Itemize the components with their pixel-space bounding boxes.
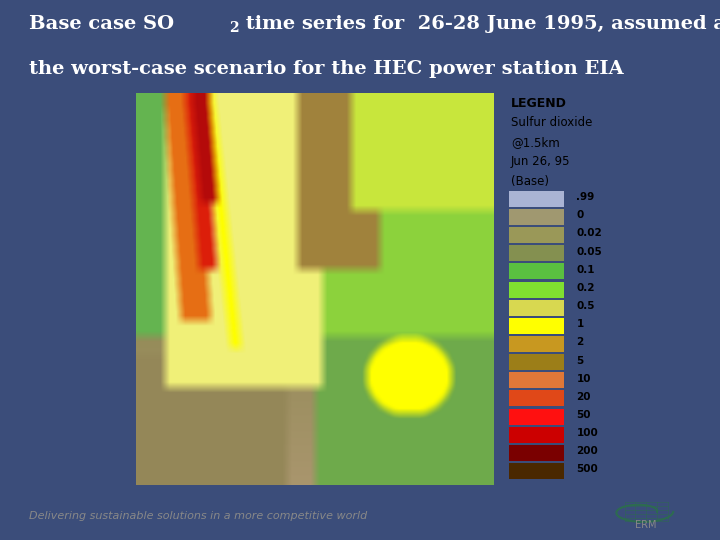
Text: 0.5: 0.5 xyxy=(576,301,595,311)
Text: 0.2: 0.2 xyxy=(576,283,595,293)
Text: 0: 0 xyxy=(576,210,584,220)
Text: time series for  26-28 June 1995, assumed as: time series for 26-28 June 1995, assumed… xyxy=(239,15,720,33)
Bar xyxy=(509,390,564,407)
Text: (Base): (Base) xyxy=(510,175,549,188)
Bar xyxy=(509,264,564,279)
Text: @1.5km: @1.5km xyxy=(510,136,559,149)
Text: 10: 10 xyxy=(576,374,591,384)
Text: Jun 26, 95: Jun 26, 95 xyxy=(510,156,570,168)
Text: 50: 50 xyxy=(576,410,591,420)
Text: Delivering sustainable solutions in a more competitive world: Delivering sustainable solutions in a mo… xyxy=(29,511,367,521)
Text: 2: 2 xyxy=(576,338,584,347)
Bar xyxy=(509,281,564,298)
Bar xyxy=(509,463,564,479)
Text: the worst-case scenario for the HEC power station EIA: the worst-case scenario for the HEC powe… xyxy=(29,60,624,78)
Text: 0.1: 0.1 xyxy=(576,265,595,275)
Text: .99: .99 xyxy=(576,192,595,202)
Bar xyxy=(509,372,564,388)
Text: 5: 5 xyxy=(576,355,584,366)
Text: 20: 20 xyxy=(576,392,591,402)
Bar xyxy=(509,209,564,225)
Text: LEGEND: LEGEND xyxy=(510,97,567,110)
Text: ERM: ERM xyxy=(636,520,657,530)
Bar xyxy=(509,227,564,243)
Bar xyxy=(509,427,564,443)
Bar xyxy=(509,191,564,207)
Text: 1: 1 xyxy=(576,319,584,329)
Bar xyxy=(509,336,564,352)
Bar xyxy=(509,245,564,261)
Text: Base case SO: Base case SO xyxy=(29,15,174,33)
Text: 0.05: 0.05 xyxy=(576,247,602,256)
Bar xyxy=(509,445,564,461)
Bar xyxy=(509,300,564,316)
Text: 500: 500 xyxy=(576,464,598,475)
Text: Sulfur dioxide: Sulfur dioxide xyxy=(510,116,592,129)
Bar xyxy=(509,318,564,334)
Text: 200: 200 xyxy=(576,446,598,456)
Text: 2: 2 xyxy=(229,21,238,35)
Bar xyxy=(509,409,564,424)
Bar xyxy=(509,354,564,370)
Text: 100: 100 xyxy=(576,428,598,438)
Text: 0.02: 0.02 xyxy=(576,228,602,239)
